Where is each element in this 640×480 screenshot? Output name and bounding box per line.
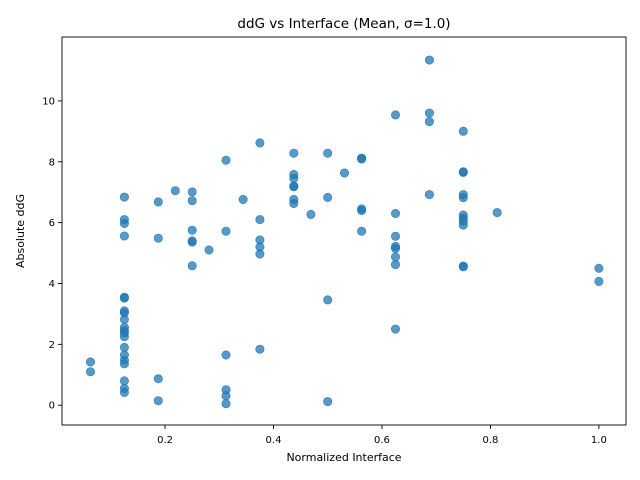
data-point: [458, 193, 468, 203]
data-point: [390, 260, 400, 270]
data-point: [221, 399, 231, 409]
x-tick-label: 0.4: [266, 435, 282, 446]
data-point: [119, 192, 129, 202]
data-point: [238, 195, 248, 205]
data-point: [255, 138, 265, 148]
data-point: [390, 209, 400, 219]
data-point: [424, 108, 434, 118]
y-tick-label: 2: [49, 340, 55, 351]
data-point: [119, 359, 129, 369]
x-tick-label: 1.0: [591, 435, 607, 446]
data-point: [119, 387, 129, 397]
y-tick-label: 0: [49, 401, 55, 412]
x-axis-label: Normalized Interface: [286, 451, 401, 464]
data-point: [153, 374, 163, 384]
data-point: [357, 206, 367, 216]
data-points: [86, 55, 604, 409]
data-point: [289, 174, 299, 184]
data-point: [357, 226, 367, 236]
data-point: [255, 344, 265, 354]
y-tick-label: 8: [49, 157, 55, 168]
data-point: [390, 231, 400, 241]
data-point: [221, 155, 231, 165]
data-point: [424, 190, 434, 200]
data-point: [594, 276, 604, 286]
data-point: [255, 215, 265, 225]
data-point: [390, 324, 400, 334]
data-point: [424, 117, 434, 127]
data-point: [221, 226, 231, 236]
data-point: [187, 237, 197, 247]
data-point: [390, 244, 400, 254]
data-point: [339, 168, 349, 178]
data-point: [458, 126, 468, 136]
data-point: [323, 397, 333, 407]
data-point: [119, 314, 129, 324]
data-point: [458, 167, 468, 177]
data-point: [458, 262, 468, 272]
data-point: [204, 245, 214, 255]
data-point: [119, 293, 129, 303]
data-point: [289, 199, 299, 209]
data-point: [255, 249, 265, 259]
data-point: [424, 55, 434, 65]
data-point: [594, 263, 604, 273]
y-axis-label: Absolute ddG: [14, 194, 27, 268]
data-point: [458, 220, 468, 230]
data-point: [119, 376, 129, 386]
x-tick-label: 0.2: [157, 435, 173, 446]
data-point: [119, 219, 129, 229]
data-point: [187, 261, 197, 271]
data-point: [86, 367, 96, 377]
data-point: [187, 187, 197, 197]
data-point: [187, 196, 197, 206]
y-axis-ticks: 0 2 4 6 8 10: [42, 96, 62, 412]
y-tick-label: 6: [49, 218, 55, 229]
y-tick-label: 10: [42, 96, 55, 107]
data-point: [492, 208, 502, 218]
data-point: [86, 357, 96, 367]
data-point: [221, 391, 231, 401]
data-point: [119, 332, 129, 342]
chart-title: ddG vs Interface (Mean, σ=1.0): [237, 16, 450, 32]
data-point: [323, 148, 333, 158]
data-point: [170, 186, 180, 196]
x-tick-label: 0.6: [374, 435, 390, 446]
y-tick-label: 4: [49, 279, 55, 290]
data-point: [153, 396, 163, 406]
data-point: [323, 295, 333, 305]
data-point: [221, 350, 231, 360]
data-point: [357, 154, 367, 164]
plot-frame: [61, 36, 627, 426]
data-point: [390, 110, 400, 120]
data-point: [153, 233, 163, 243]
data-point: [289, 182, 299, 192]
data-point: [306, 209, 316, 219]
data-point: [289, 148, 299, 158]
data-point: [153, 197, 163, 207]
x-axis-ticks: 0.2 0.4 0.6 0.8 1.0: [157, 425, 607, 446]
data-point: [323, 192, 333, 202]
x-tick-label: 0.8: [482, 435, 498, 446]
data-point: [187, 225, 197, 235]
data-point: [119, 342, 129, 352]
data-point: [390, 252, 400, 262]
data-point: [119, 231, 129, 241]
